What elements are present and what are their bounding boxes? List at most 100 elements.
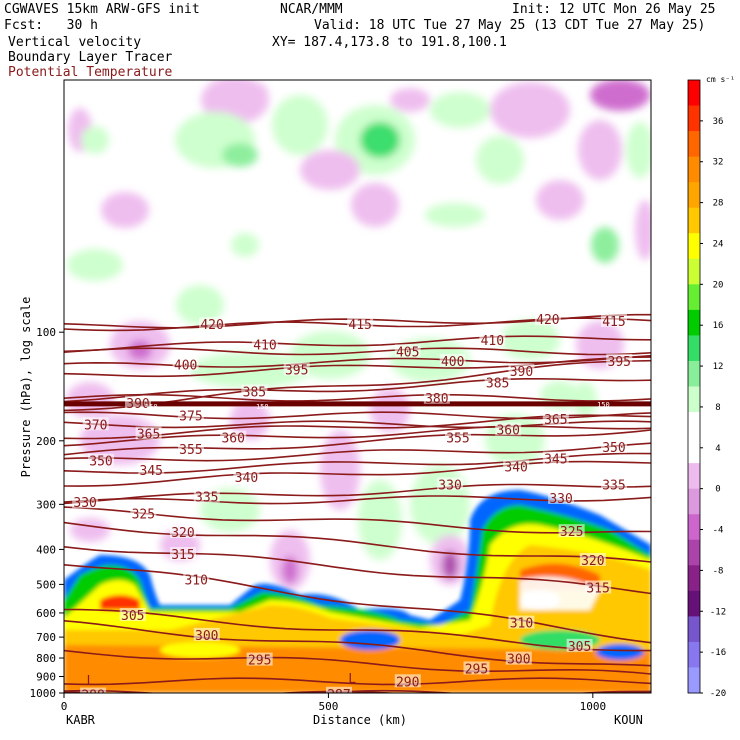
theta-label-bg	[505, 651, 532, 665]
theta-label-bg	[172, 357, 199, 371]
theta-contour-line	[64, 546, 651, 595]
colorbar-swatch	[688, 309, 700, 336]
theta-label: 400	[441, 355, 464, 370]
colorbar-label: -20	[710, 689, 726, 699]
colorbar-swatch	[688, 335, 700, 362]
theta-label-bg	[463, 661, 490, 675]
colorbar-swatch	[688, 284, 700, 311]
theta-label: 290	[396, 675, 419, 690]
theta-label: 375	[179, 409, 202, 424]
colorbar-label: 24	[713, 239, 724, 249]
valid-time: Valid: 18 UTC Tue 27 May 25 (13 CDT Tue …	[314, 18, 706, 33]
tropopause-label: 150	[145, 403, 158, 411]
x-tick-label: 1000	[580, 700, 607, 713]
y-tick-label: 700	[36, 631, 56, 644]
center-label: NCAR/MMM	[280, 2, 343, 17]
theta-label-bg	[80, 687, 107, 693]
theta-label-bg	[508, 615, 535, 629]
theta-label-bg	[508, 363, 535, 377]
theta-label: 300	[195, 629, 218, 644]
y-tick-label: 800	[36, 652, 56, 665]
theta-label-bg	[183, 572, 210, 586]
theta-label-bg	[283, 362, 310, 376]
theta-label: 315	[171, 548, 194, 563]
theta-contour-line	[64, 483, 651, 505]
theta-label: 335	[195, 490, 218, 505]
theta-label: 315	[586, 581, 609, 596]
colorbar-swatch	[688, 565, 700, 592]
colorbar-swatch	[688, 488, 700, 515]
theta-contour-line	[64, 649, 651, 675]
colorbar-label: 32	[713, 158, 724, 168]
theta-label-bg	[169, 547, 196, 561]
colorbar-swatch	[688, 233, 700, 260]
theta-label: 330	[549, 492, 572, 507]
theta-label-bg	[600, 439, 627, 453]
theta-label-bg	[193, 627, 220, 641]
theta-label-bg	[484, 375, 511, 389]
colorbar-unit: cm s⁻¹	[706, 75, 735, 84]
colorbar-swatch	[688, 616, 700, 643]
colorbar-label: -16	[710, 648, 726, 658]
theta-label: 415	[348, 318, 371, 333]
theta-label: 340	[235, 471, 258, 486]
low-label: L	[348, 672, 356, 687]
colorbar-label: 8	[715, 403, 720, 413]
theta-label: 295	[248, 654, 271, 669]
theta-label: 355	[446, 432, 469, 447]
tropopause-labels: 150 150 150	[145, 401, 610, 411]
theta-label-bg	[542, 451, 569, 465]
theta-contour-line	[64, 429, 651, 456]
theta-label: 330	[438, 478, 461, 493]
theta-label-bg	[177, 442, 204, 456]
theta-label: 410	[253, 338, 276, 353]
theta-label-bg	[437, 477, 464, 491]
theta-label: 287	[327, 688, 350, 703]
colorbar-swatch	[688, 437, 700, 464]
right-station-label: KOUN	[614, 713, 643, 727]
colorbar: cm s⁻¹ 36 32 28 24 20 16 12 8 4 0 -4 -8 -12 -16 -20	[687, 75, 735, 699]
colorbar-label: 20	[713, 280, 724, 290]
x-tick-label: 500	[318, 700, 338, 713]
y-tick-label: 100	[36, 326, 56, 339]
theta-label-bg	[177, 408, 204, 422]
theta-label: 300	[507, 653, 530, 668]
forecast-hour: Fcst: 30 h	[4, 18, 98, 33]
colorbar-swatch	[688, 80, 700, 107]
y-axis: 100 200 300 400 500 600 700 800 900 1000	[30, 326, 64, 700]
theta-label-bg	[169, 525, 196, 539]
theta-label: 305	[568, 640, 591, 655]
colorbar-swatch	[688, 182, 700, 209]
theta-label: 390	[126, 397, 149, 412]
colorbar-swatch	[688, 412, 700, 439]
theta-contour-line	[64, 335, 651, 353]
theta-label-bg	[394, 344, 421, 358]
theta-label-bg	[220, 430, 247, 444]
colorbar-swatch	[688, 258, 700, 285]
theta-label-bg	[579, 553, 606, 567]
colorbar-swatch	[688, 386, 700, 413]
colorbar-swatch	[688, 463, 700, 490]
theta-label-bg	[558, 524, 585, 538]
theta-label-bg	[125, 395, 152, 409]
theta-label-bg	[251, 337, 278, 351]
theta-label-bg	[130, 506, 157, 520]
colorbar-label: 36	[713, 117, 724, 127]
theta-label: 325	[560, 525, 583, 540]
theta-label: 335	[602, 478, 625, 493]
y-axis-label: Pressure (hPa), log scale	[19, 297, 33, 478]
colorbar-label: 12	[713, 362, 724, 372]
theta-label: 330	[73, 496, 96, 511]
theta-label: 410	[481, 334, 504, 349]
colorbar-swatch	[688, 514, 700, 541]
colorbar-swatch	[688, 105, 700, 132]
theta-label-bg	[439, 353, 466, 367]
x-tick-label: 0	[61, 700, 68, 713]
theta-label: 310	[184, 574, 207, 589]
theta-label-bg	[534, 312, 561, 326]
theta-contour-line	[64, 608, 651, 652]
theta-label: 345	[544, 453, 567, 468]
theta-label: 370	[84, 418, 107, 433]
theta-label: 295	[465, 662, 488, 677]
